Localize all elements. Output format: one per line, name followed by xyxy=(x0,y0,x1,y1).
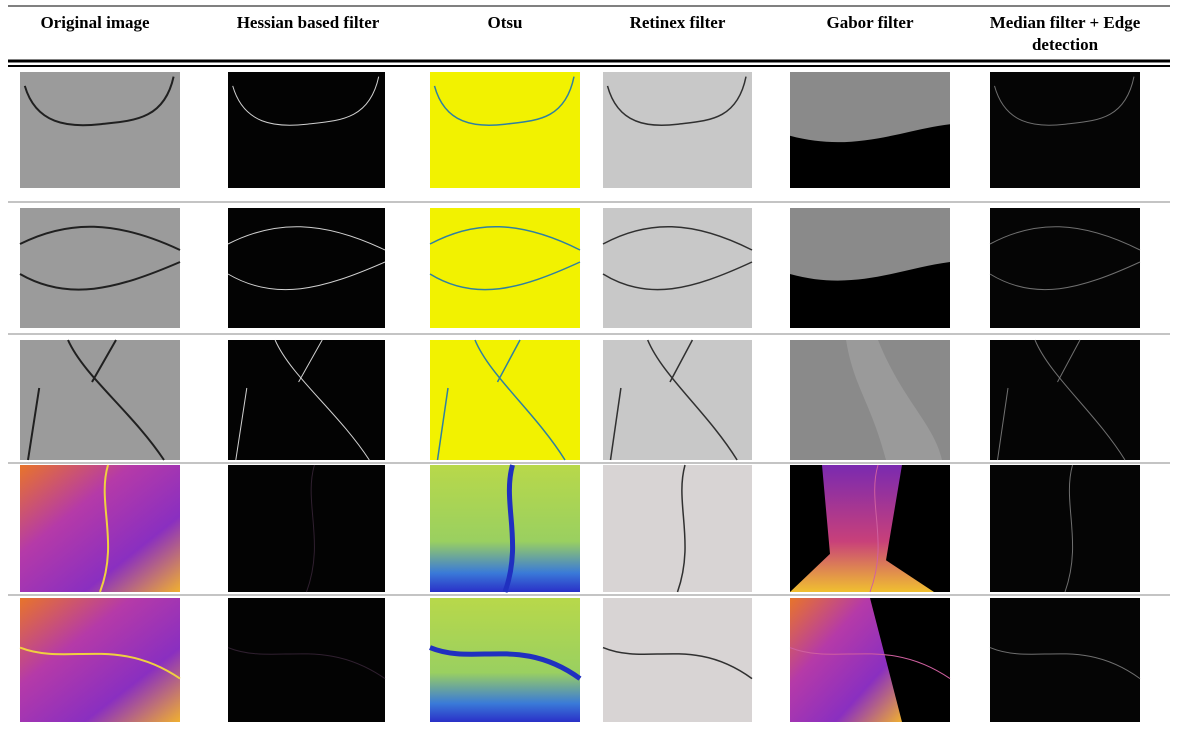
image-cell xyxy=(20,208,180,328)
image-cell xyxy=(603,465,752,592)
column-header: Retinex filter xyxy=(595,12,760,34)
image-cell xyxy=(603,340,752,460)
image-cell xyxy=(228,598,385,722)
image-cell xyxy=(990,340,1140,460)
image-cell xyxy=(990,465,1140,592)
image-cell xyxy=(990,208,1140,328)
figure-table xyxy=(0,0,1178,730)
image-cell xyxy=(990,598,1140,722)
image-cell xyxy=(20,598,180,722)
image-cell xyxy=(228,465,385,592)
image-cell xyxy=(603,72,752,188)
image-cell xyxy=(228,340,385,460)
column-header: Original image xyxy=(5,12,185,34)
image-cell xyxy=(430,598,580,722)
image-cell xyxy=(430,208,580,328)
column-header: Gabor filter xyxy=(780,12,960,34)
image-cell xyxy=(430,340,580,460)
image-cell xyxy=(990,72,1140,188)
image-cell xyxy=(430,72,580,188)
page: Original image Hessian based filter Otsu… xyxy=(0,0,1178,730)
column-header: Otsu xyxy=(430,12,580,34)
image-cell xyxy=(20,72,180,188)
image-cell xyxy=(228,208,385,328)
column-header: Hessian based filter xyxy=(208,12,408,34)
image-cell xyxy=(228,72,385,188)
image-cell xyxy=(20,340,180,460)
image-cell xyxy=(603,208,752,328)
image-cell xyxy=(603,598,752,722)
image-cell xyxy=(430,465,580,592)
image-cell xyxy=(20,465,180,592)
column-header: Median filter + Edge detection xyxy=(975,12,1155,56)
